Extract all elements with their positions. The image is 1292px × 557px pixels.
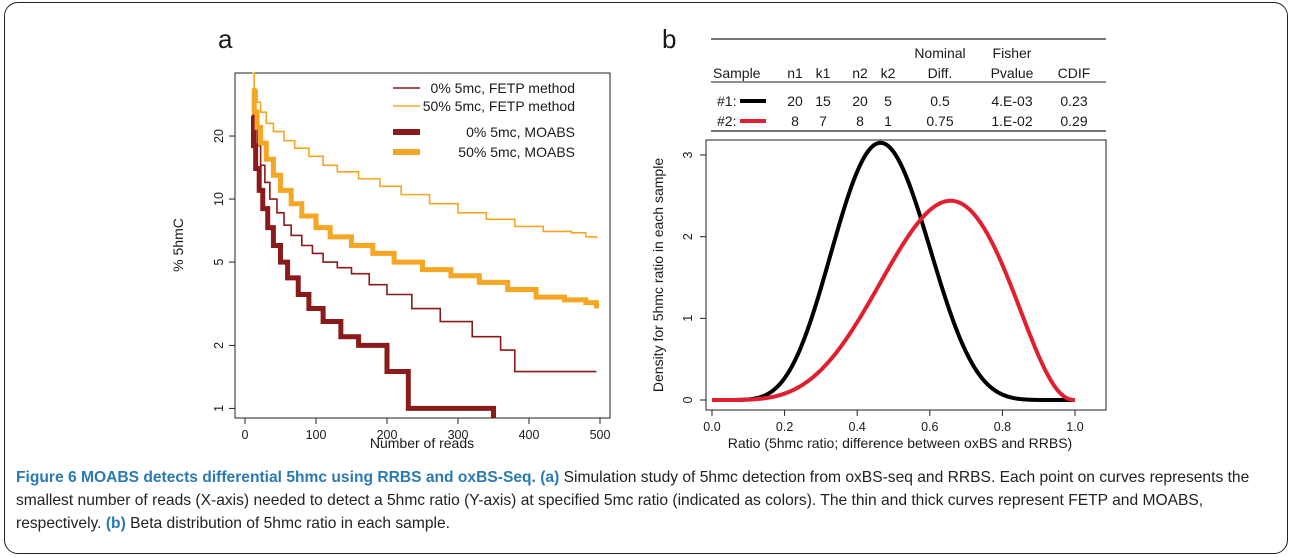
x-tick-label: 300 <box>448 428 469 442</box>
table-cell: 8 <box>791 113 799 129</box>
figure-caption: Figure 6 MOABS detects differential 5hmc… <box>16 466 1278 535</box>
y-tick-label: 2 <box>212 342 226 349</box>
y-tick-label: 10 <box>212 192 226 206</box>
y-tick-label: 1 <box>212 405 226 412</box>
panel-a-plot-box <box>234 72 611 419</box>
panel-b-y-axis: 0 1 2 3 <box>681 151 706 403</box>
table-cell: 8 <box>856 113 864 129</box>
panel-a-y-axis: 1 2 5 10 20 <box>212 129 235 412</box>
x-tick-label: 0.4 <box>849 420 866 434</box>
y-tick-label: 2 <box>681 233 695 240</box>
panel-b-label: b <box>662 24 676 54</box>
y-tick-label: 20 <box>212 129 226 143</box>
x-tick-label: 0.0 <box>703 420 720 434</box>
table-header: n2 <box>852 65 868 81</box>
table-header: k1 <box>816 65 831 81</box>
panel-a: a 0 100 200 300 400 500 1 2 5 10 20 Number of rea… <box>170 24 611 451</box>
x-tick-label: 200 <box>377 428 398 442</box>
x-tick-label: 100 <box>306 428 327 442</box>
table-cell: 0.5 <box>930 93 950 109</box>
panel-a-y-label: % 5hmC <box>170 218 186 272</box>
legend-label-4: 50% 5mc, MOABS <box>458 144 575 160</box>
panel-b: b Nominal Fisher Sample n1 k1 n2 k2 Diff. Pvalue… <box>650 24 1107 451</box>
table-cell: 15 <box>815 93 831 109</box>
caption-b-text: Beta distribution of 5hmc ratio in each … <box>130 515 450 532</box>
y-tick-label: 1 <box>681 315 695 322</box>
caption-b-label: (b) <box>105 515 126 532</box>
series-line-4 <box>251 87 599 309</box>
panel-a-x-label: Number of reads <box>370 435 474 451</box>
x-tick-label: 400 <box>519 428 540 442</box>
x-tick-label: 0.2 <box>776 420 793 434</box>
series-line-1 <box>252 98 597 373</box>
panel-b-x-label: Ratio (5hmc ratio; difference between ox… <box>728 435 1072 451</box>
panel-b-series <box>711 140 1076 402</box>
x-tick-label: 0 <box>242 428 249 442</box>
panel-a-legend: 0% 5mc, FETP method 50% 5mc, FETP method 0… <box>393 80 575 160</box>
table-cell: 4.E-03 <box>991 93 1032 109</box>
table-header-top: Nominal <box>914 45 965 61</box>
series-line-3 <box>251 113 496 418</box>
density-curve-2 <box>711 198 1076 402</box>
table-cell: 20 <box>787 93 803 109</box>
table-cell: 0.75 <box>926 113 953 129</box>
table-header: Sample <box>713 65 761 81</box>
sample-table: Nominal Fisher Sample n1 k1 n2 k2 Diff. Pvalue CD… <box>713 45 1090 129</box>
panel-a-label: a <box>218 24 233 54</box>
y-tick-label: 5 <box>212 259 226 266</box>
table-header: n1 <box>787 65 803 81</box>
figure-frame <box>4 2 1288 554</box>
y-tick-label: 3 <box>681 151 695 158</box>
table-header: Diff. <box>928 65 953 81</box>
panel-a-x-axis: 0 100 200 300 400 500 <box>242 418 611 442</box>
x-tick-label: 500 <box>590 428 611 442</box>
x-tick-label: 0.6 <box>921 420 938 434</box>
table-cell: 1.E-02 <box>991 113 1032 129</box>
y-tick-label: 0 <box>681 396 695 403</box>
density-curve-1 <box>711 140 1076 402</box>
panel-a-series <box>251 72 599 418</box>
table-header: k2 <box>881 65 896 81</box>
legend-label-1: 0% 5mc, FETP method <box>431 80 575 96</box>
table-cell: 5 <box>884 93 892 109</box>
x-tick-label: 1.0 <box>1066 420 1083 434</box>
table-cell: 0.23 <box>1060 93 1087 109</box>
panel-b-x-axis: 0.0 0.2 0.4 0.6 0.8 1.0 <box>703 410 1084 434</box>
series-line-2 <box>252 72 598 239</box>
legend-label-3: 0% 5mc, MOABS <box>466 124 575 140</box>
table-header: Pvalue <box>991 65 1034 81</box>
table-header: CDIF <box>1058 65 1091 81</box>
table-cell: #2: <box>717 113 736 129</box>
caption-a-label: (a) <box>540 469 560 486</box>
legend-label-2: 50% 5mc, FETP method <box>423 98 575 114</box>
caption-title: Figure 6 MOABS detects differential 5hmc… <box>16 469 536 486</box>
x-tick-label: 0.8 <box>994 420 1011 434</box>
table-cell: 0.29 <box>1060 113 1087 129</box>
caption-a-text: Simulation study of 5hmc detection from … <box>16 469 1250 532</box>
table-cell: 7 <box>819 113 827 129</box>
table-cell: 20 <box>852 93 868 109</box>
table-header-top: Fisher <box>993 45 1032 61</box>
panel-b-y-label: Density for 5hmc ratio in each sample <box>650 158 666 392</box>
table-cell: #1: <box>717 93 736 109</box>
panel-b-plot-box <box>705 139 1107 411</box>
table-cell: 1 <box>884 113 892 129</box>
